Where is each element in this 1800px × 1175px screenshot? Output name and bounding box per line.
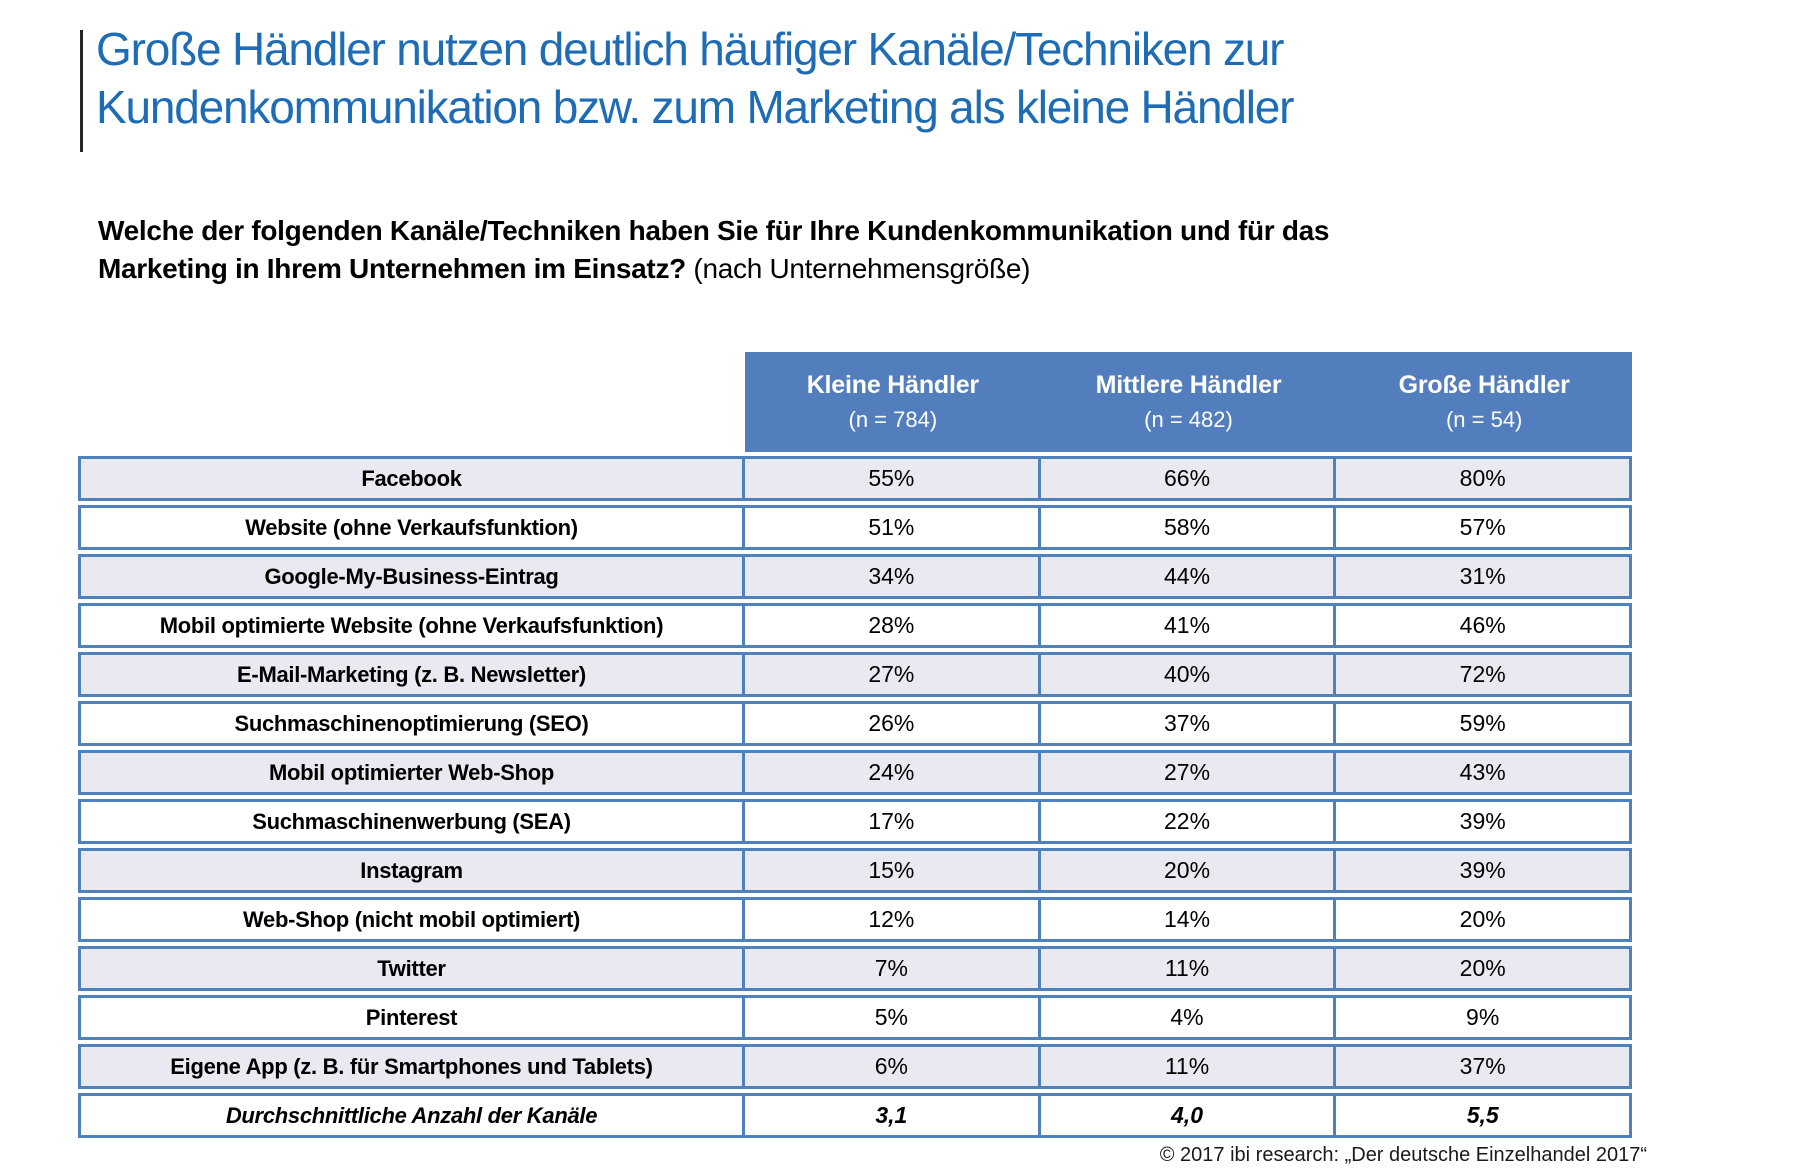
table-row: Suchmaschinenwerbung (SEA) 17% 22% 39%: [78, 799, 1632, 844]
row-value: 24%: [868, 759, 915, 785]
column-header-label: Große Händler: [1398, 371, 1570, 399]
table-row: Website (ohne Verkaufsfunktion) 51% 58% 57%: [78, 505, 1632, 550]
column-header-label: Kleine Händler: [806, 371, 979, 399]
row-label: Website (ohne Verkaufsfunktion): [81, 508, 745, 547]
row-label: Google-My-Business-Eintrag: [81, 557, 745, 596]
channels-table: Kleine Händler (n = 784) Mittlere Händle…: [78, 352, 1633, 1138]
row-value: 9%: [1333, 998, 1629, 1037]
column-header-kleine-haendler: Kleine Händler (n = 784): [745, 352, 1041, 452]
row-value: 3,1: [875, 1102, 908, 1128]
row-value: 57%: [1333, 508, 1629, 547]
row-value: 39%: [1333, 851, 1629, 890]
table-row: Mobil optimierter Web-Shop 24% 27% 43%: [78, 750, 1632, 795]
row-label: Suchmaschinenoptimierung (SEO): [81, 704, 745, 743]
slide-title-line2: Kundenkommunikation bzw. zum Marketing a…: [96, 81, 1294, 133]
column-header-label: Mittlere Händler: [1095, 371, 1282, 399]
row-value: 39%: [1333, 802, 1629, 841]
survey-question: Welche der folgenden Kanäle/Techniken ha…: [98, 212, 1330, 288]
row-label: E-Mail-Marketing (z. B. Newsletter): [81, 655, 745, 694]
row-value: 5%: [874, 1004, 908, 1030]
row-value: 43%: [1333, 753, 1629, 792]
row-value: 20%: [1037, 851, 1334, 890]
table-row: Suchmaschinenoptimierung (SEO) 26% 37% 59%: [78, 701, 1632, 746]
table-row: Facebook 55% 66% 80%: [78, 456, 1632, 501]
row-value: 66%: [1037, 459, 1334, 498]
row-label: Eigene App (z. B. für Smartphones und Ta…: [81, 1047, 745, 1086]
source-credit: © 2017 ibi research: „Der deutsche Einze…: [1159, 1144, 1647, 1166]
summary-row: Durchschnittliche Anzahl der Kanäle 3,1 4,…: [78, 1093, 1632, 1138]
row-value: 44%: [1037, 557, 1334, 596]
slide-title: Große Händler nutzen deutlich häufiger K…: [96, 20, 1294, 136]
column-header-mittlere-haendler: Mittlere Händler (n = 482): [1040, 352, 1337, 452]
row-value: 11%: [1037, 1047, 1334, 1086]
table-row: Instagram 15% 20% 39%: [78, 848, 1632, 893]
row-value: 14%: [1037, 900, 1334, 939]
row-label: Web-Shop (nicht mobil optimiert): [81, 900, 745, 939]
table-header-spacer: [78, 352, 745, 452]
survey-question-line2-note: (nach Unternehmensgröße): [685, 253, 1031, 284]
row-value: 17%: [868, 808, 915, 834]
row-label: Twitter: [81, 949, 745, 988]
row-value: 4%: [1037, 998, 1334, 1037]
row-value: 28%: [868, 612, 915, 638]
row-value: 7%: [874, 955, 908, 981]
row-label: Pinterest: [81, 998, 745, 1037]
table-row: Mobil optimierte Website (ohne Verkaufsf…: [78, 603, 1632, 648]
row-value: 5,5: [1333, 1096, 1629, 1135]
row-value: 46%: [1333, 606, 1629, 645]
row-value: 40%: [1037, 655, 1334, 694]
row-value: 22%: [1037, 802, 1334, 841]
row-label: Durchschnittliche Anzahl der Kanäle: [81, 1096, 745, 1135]
row-value: 59%: [1333, 704, 1629, 743]
row-value: 11%: [1037, 949, 1334, 988]
row-value: 34%: [868, 563, 915, 589]
table-row: Pinterest 5% 4% 9%: [78, 995, 1632, 1040]
column-header-sample-size: (n = 482): [1144, 407, 1233, 432]
row-value: 80%: [1333, 459, 1629, 498]
row-value: 15%: [868, 857, 915, 883]
table-row: E-Mail-Marketing (z. B. Newsletter) 27% 40…: [78, 652, 1632, 697]
row-value: 58%: [1037, 508, 1334, 547]
row-value: 4,0: [1037, 1096, 1334, 1135]
table-header-row: Kleine Händler (n = 784) Mittlere Händle…: [78, 352, 1633, 452]
row-value: 72%: [1333, 655, 1629, 694]
row-value: 37%: [1333, 1047, 1629, 1086]
column-header-sample-size: (n = 54): [1445, 407, 1523, 432]
title-accent-bar: [80, 30, 83, 152]
row-value: 26%: [868, 710, 915, 736]
row-value: 55%: [868, 465, 915, 491]
table-row: Twitter 7% 11% 20%: [78, 946, 1632, 991]
survey-question-line2-bold: Marketing in Ihrem Unternehmen im Einsat…: [98, 253, 686, 284]
row-label: Instagram: [81, 851, 745, 890]
row-label: Facebook: [81, 459, 745, 498]
row-value: 6%: [874, 1053, 908, 1079]
row-value: 31%: [1333, 557, 1629, 596]
row-label: Mobil optimierter Web-Shop: [81, 753, 745, 792]
table-row: Web-Shop (nicht mobil optimiert) 12% 14% 20…: [78, 897, 1632, 942]
row-value: 20%: [1333, 900, 1629, 939]
row-value: 27%: [1037, 753, 1334, 792]
row-value: 51%: [868, 514, 915, 540]
table-body: Facebook 55% 66% 80% Website (ohne Verkaufsf…: [78, 456, 1632, 1138]
row-value: 37%: [1037, 704, 1334, 743]
row-value: 12%: [868, 906, 915, 932]
table-row: Eigene App (z. B. für Smartphones und Ta…: [78, 1044, 1632, 1089]
row-value: 20%: [1333, 949, 1629, 988]
column-header-grosse-haendler: Große Händler (n = 54): [1336, 352, 1633, 452]
row-label: Suchmaschinenwerbung (SEA): [81, 802, 745, 841]
row-value: 27%: [868, 661, 915, 687]
column-header-sample-size: (n = 784): [848, 407, 938, 432]
row-value: 41%: [1037, 606, 1334, 645]
survey-question-line1: Welche der folgenden Kanäle/Techniken ha…: [98, 215, 1330, 246]
slide-title-line1: Große Händler nutzen deutlich häufiger K…: [96, 23, 1284, 75]
table-row: Google-My-Business-Eintrag 34% 44% 31%: [78, 554, 1632, 599]
row-label: Mobil optimierte Website (ohne Verkaufsf…: [81, 606, 745, 645]
